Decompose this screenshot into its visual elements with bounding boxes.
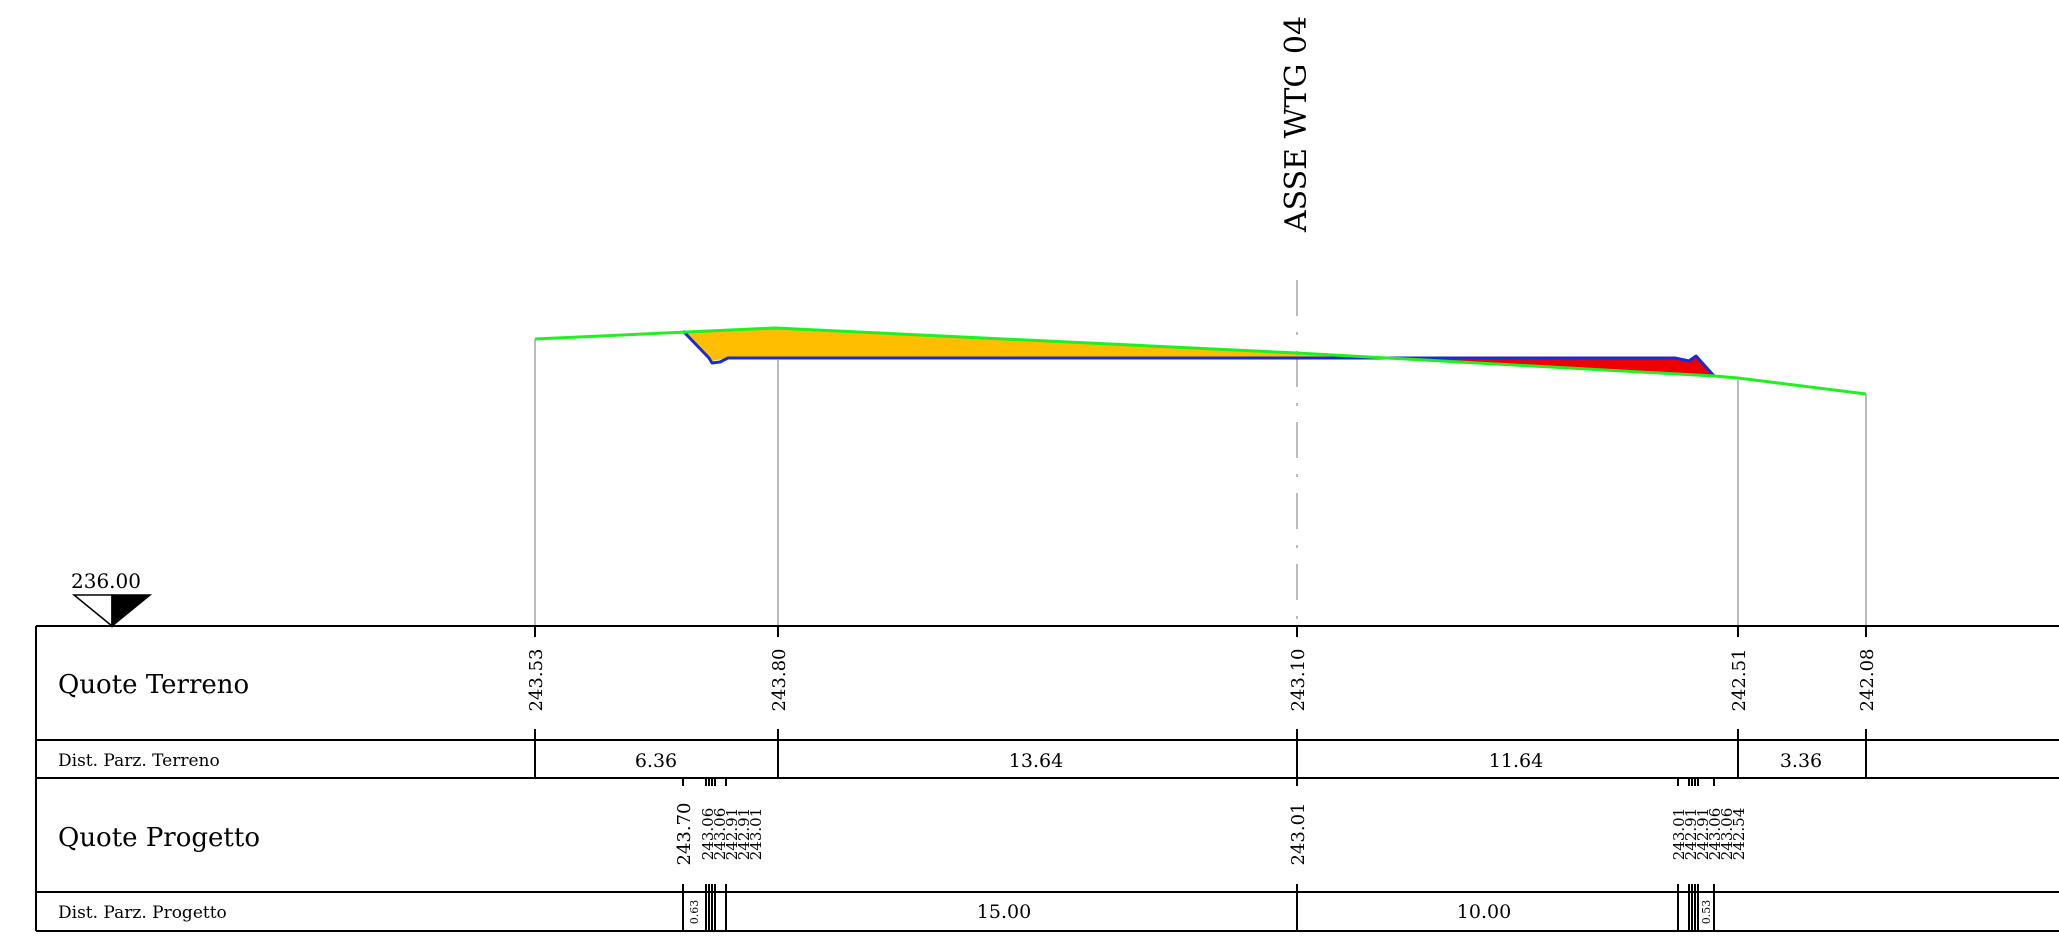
terreno-dist-values: 6.36 13.64 11.64 3.36	[635, 750, 1822, 772]
datum-triangle-black	[111, 594, 153, 628]
progetto-quote-value: 243.01	[1288, 803, 1309, 866]
progetto-quote-values: 243.70 243.06 243.06 242.91 242.91 243.0…	[674, 803, 1748, 866]
row-label-quote-progetto: Quote Progetto	[58, 823, 260, 853]
datum-triangle-white	[71, 594, 113, 628]
progetto-quote-value: 242.91	[723, 808, 741, 861]
row-label-dist-progetto: Dist. Parz. Progetto	[58, 903, 227, 923]
axis-title: ASSE WTG 04	[1279, 16, 1314, 233]
profile-area: ASSE WTG 04 236.00	[71, 16, 1867, 628]
progetto-dist-small: 0.53	[1700, 900, 1713, 925]
terreno-quote-value: 243.10	[1288, 649, 1309, 712]
datum-label: 236.00	[71, 569, 141, 593]
progetto-quote-value: 243.06	[1706, 808, 1724, 861]
progetto-ticks	[682, 778, 1715, 931]
progetto-quote-value: 243.06	[711, 808, 729, 861]
progetto-quote-value: 242.91	[1682, 808, 1700, 861]
row-label-quote-terreno: Quote Terreno	[58, 670, 249, 700]
progetto-dist-small: 0.63	[688, 900, 701, 925]
terreno-dist-value: 11.64	[1489, 750, 1543, 772]
progetto-dist-value: 10.00	[1457, 901, 1511, 923]
profile-table	[35, 625, 2059, 932]
row-label-dist-terreno: Dist. Parz. Terreno	[58, 751, 220, 771]
progetto-quote-value: 242.91	[1694, 808, 1712, 861]
terrain-line	[534, 326, 1867, 396]
progetto-quote-value: 242.54	[1730, 808, 1748, 861]
progetto-quote-value: 243.70	[674, 803, 695, 866]
progetto-quote-value: 243.06	[1718, 808, 1736, 861]
progetto-quote-value: 242.91	[735, 808, 753, 861]
progetto-dist-values: 0.63 15.00 10.00 0.53	[688, 900, 1713, 925]
terreno-quote-row	[534, 626, 1867, 778]
design-line	[681, 329, 1716, 378]
progetto-quote-value: 243.06	[699, 808, 717, 861]
terreno-quote-value: 243.53	[526, 649, 547, 712]
terreno-quote-values: 243.53 243.80 243.10 242.51 242.08	[526, 649, 1878, 712]
terreno-quote-value: 242.51	[1729, 649, 1750, 712]
progetto-quote-value: 243.01	[1670, 808, 1688, 861]
progetto-dist-value: 15.00	[977, 901, 1031, 923]
progetto-quote-value: 243.01	[747, 808, 765, 861]
terreno-quote-value: 242.08	[1857, 649, 1878, 712]
terreno-dist-value: 6.36	[635, 750, 677, 772]
terreno-dist-value: 3.36	[1780, 750, 1822, 772]
cut-area	[683, 328, 1355, 361]
terreno-quote-value: 243.80	[769, 649, 790, 712]
terreno-dist-value: 13.64	[1009, 750, 1063, 772]
